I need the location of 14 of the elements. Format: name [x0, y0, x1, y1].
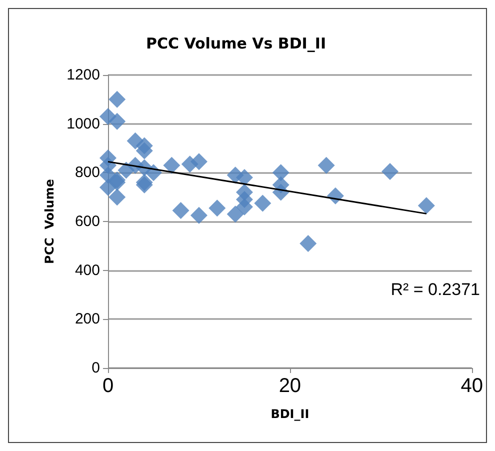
y-tick-label: 400: [74, 262, 100, 279]
y-tick-label: 200: [74, 310, 100, 328]
y-tick-label: 1000: [66, 115, 100, 132]
y-axis-title: PCC Volume: [42, 179, 57, 264]
chart-title: PCC Volume Vs BDI_II: [146, 34, 326, 52]
annotation: R² = 0.2371: [390, 280, 480, 299]
x-tick-label: 40: [460, 375, 483, 397]
y-tick-label: 1200: [66, 66, 100, 84]
x-tick-label: 0: [102, 375, 114, 397]
y-tick-label: 800: [74, 164, 100, 182]
x-tick-label: 20: [278, 375, 302, 397]
y-tick-label: 600: [74, 213, 100, 230]
y-tick-label: 0: [92, 360, 100, 376]
x-axis-title: BDI_II: [270, 407, 310, 421]
